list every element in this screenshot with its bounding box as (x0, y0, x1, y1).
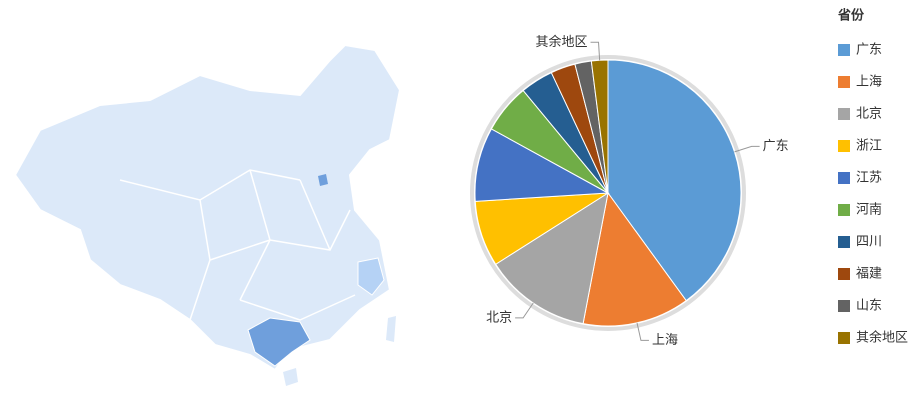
map-island (386, 316, 396, 342)
legend-label: 其余地区 (856, 330, 908, 346)
leader-line (636, 322, 649, 341)
legend-swatch (838, 300, 850, 312)
pie-slice (582, 191, 687, 327)
legend-label: 福建 (856, 267, 882, 282)
slice-label: 北京 (486, 310, 512, 325)
pie-ring (470, 55, 746, 331)
map-highlight (247, 317, 311, 367)
map (13, 43, 402, 386)
legend-label: 上海 (856, 75, 882, 90)
leader-line (734, 145, 760, 153)
legend-swatch (838, 332, 850, 344)
legend-label: 江苏 (856, 170, 882, 186)
legend-label: 广东 (856, 43, 882, 58)
legend-swatch (838, 44, 850, 56)
slice-label: 其余地区 (536, 34, 588, 50)
legend-swatch (838, 236, 850, 248)
legend-label: 浙江 (856, 139, 882, 154)
legend-label: 四川 (856, 235, 882, 250)
legend-swatch (838, 204, 850, 216)
legend-swatch (838, 268, 850, 280)
legend-label: 北京 (856, 107, 882, 122)
map-island (283, 368, 298, 386)
slice-label: 上海 (652, 333, 678, 348)
legend-label: 河南 (856, 202, 882, 218)
map-borders (119, 169, 356, 321)
legend-title: 省份 (837, 8, 865, 24)
map-highlight (357, 257, 385, 296)
leader-line (590, 41, 601, 61)
legend-swatch (838, 172, 850, 184)
legend-swatch (838, 76, 850, 88)
slice-label: 广东 (763, 139, 789, 154)
map-highlight (318, 174, 328, 186)
legend-label: 山东 (856, 299, 882, 314)
legend-swatch (838, 140, 850, 152)
pie-slice (607, 59, 742, 302)
leader-line (515, 302, 534, 319)
legend-swatch (838, 108, 850, 120)
pie-slice (590, 59, 609, 194)
map-outline (13, 43, 402, 372)
